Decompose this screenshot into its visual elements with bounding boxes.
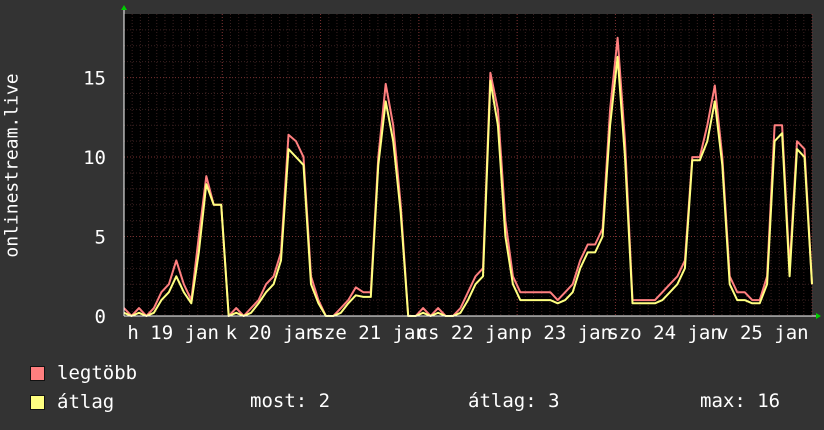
stat-now: most: 2 bbox=[250, 390, 331, 412]
x-tick-label: k 20 jan bbox=[226, 322, 318, 344]
grid bbox=[123, 14, 813, 316]
y-tick-label: 15 bbox=[83, 68, 106, 90]
legend-label-max: legtöbb bbox=[57, 362, 138, 384]
x-axis-arrow bbox=[816, 313, 821, 319]
legend-item-avg: átlag bbox=[30, 391, 114, 413]
series-group bbox=[123, 36, 813, 317]
y-tick-labels: 0 5 10 15 bbox=[83, 68, 106, 328]
y-tick-label: 5 bbox=[95, 227, 106, 249]
x-tick-label: h 19 jan bbox=[127, 322, 219, 344]
y-tick-label: 10 bbox=[83, 147, 106, 169]
stat-max: max: 16 bbox=[700, 390, 781, 412]
axes bbox=[121, 5, 821, 319]
x-tick-label: szo 24 jan bbox=[607, 322, 721, 344]
legend-swatch-max bbox=[30, 365, 45, 381]
legend-swatch-avg bbox=[30, 394, 45, 410]
x-tick-label: sze 21 jan bbox=[313, 322, 427, 344]
x-tick-label: cs 22 jan bbox=[417, 322, 520, 344]
y-tick-label: 0 bbox=[95, 306, 106, 328]
series-line-1 bbox=[123, 55, 813, 317]
x-tick-label: p 23 jan bbox=[521, 322, 613, 344]
legend-label-avg: átlag bbox=[57, 391, 115, 413]
stat-average: átlag: 3 bbox=[468, 390, 560, 412]
y-axis-label: onlinestream.live bbox=[1, 72, 23, 258]
series-line-0 bbox=[123, 36, 813, 317]
x-tick-label: v 25 jan bbox=[717, 322, 809, 344]
y-axis-arrow bbox=[121, 5, 127, 10]
legend-item-max: legtöbb bbox=[30, 362, 137, 384]
y-axis-label-box: onlinestream.live bbox=[0, 0, 24, 330]
